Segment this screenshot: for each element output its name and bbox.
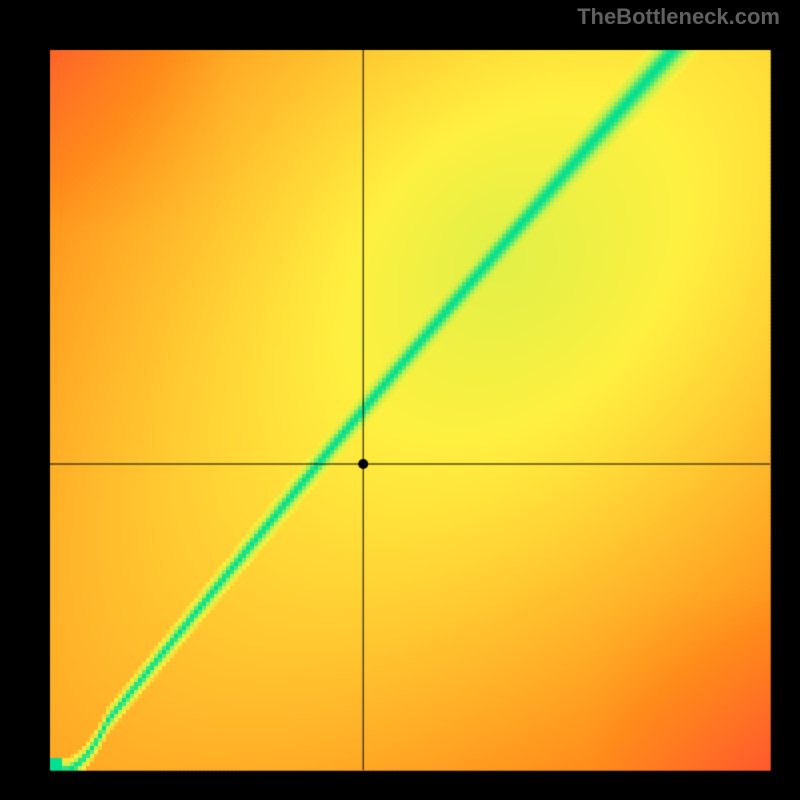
bottleneck-heatmap — [0, 0, 800, 800]
chart-container: TheBottleneck.com — [0, 0, 800, 800]
watermark-text: TheBottleneck.com — [577, 4, 780, 30]
